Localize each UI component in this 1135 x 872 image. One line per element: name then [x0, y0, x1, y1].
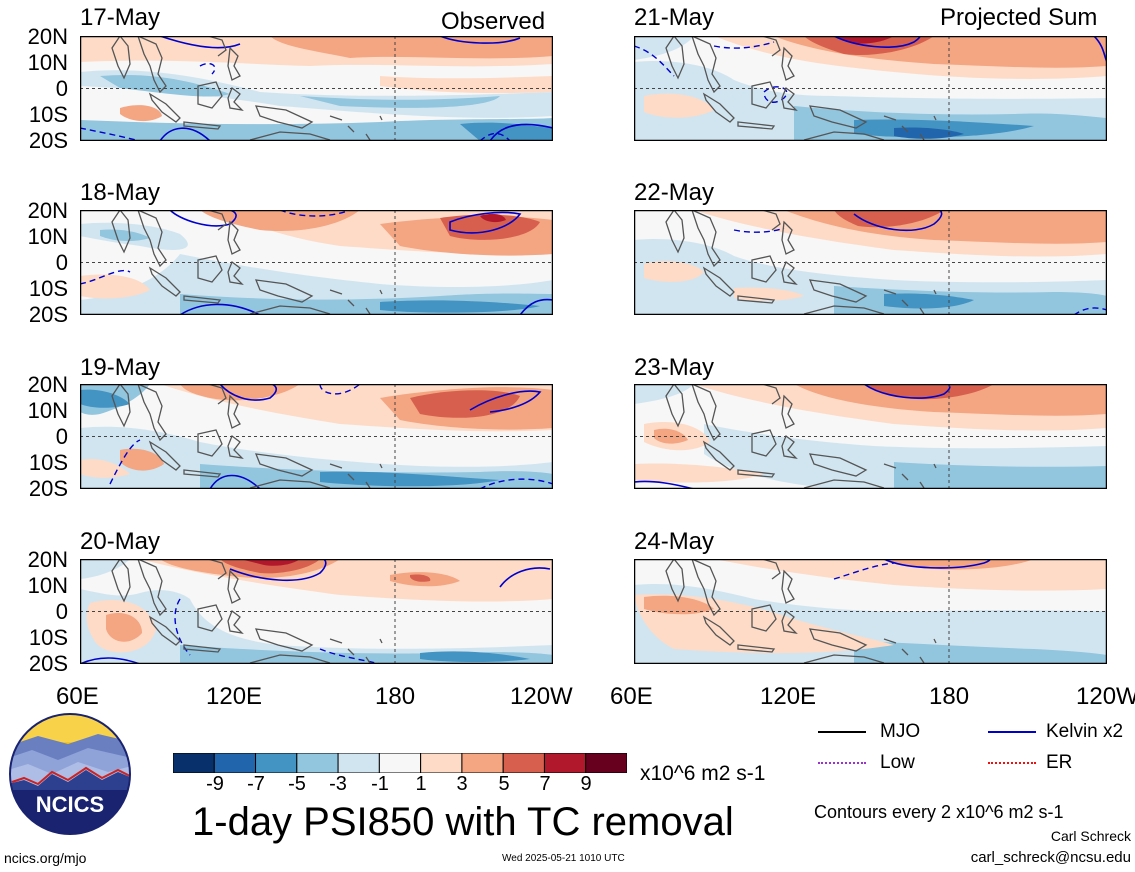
colorbar-box — [213, 753, 257, 773]
legend-line-er — [988, 762, 1036, 764]
map-panel-24may — [634, 559, 1107, 664]
y-tick: 10S — [28, 450, 68, 475]
x-tick: 120W — [510, 683, 573, 710]
y-tick: 20N — [27, 198, 68, 223]
y-tick: 10N — [27, 50, 68, 75]
y-tick: 0 — [55, 424, 68, 449]
colorbar-box — [461, 753, 504, 773]
colorbar-box — [543, 753, 587, 773]
site-link[interactable]: ncics.org/mjo — [4, 850, 87, 866]
colorbar-box — [585, 753, 627, 773]
timestamp: Wed 2025-05-21 1010 UTC — [502, 853, 625, 864]
colorbar-box — [173, 753, 215, 773]
y-tick: 20S — [28, 476, 68, 501]
y-tick: 0 — [55, 599, 68, 624]
y-tick: 10S — [28, 276, 68, 301]
ncics-logo: NCICS — [9, 713, 131, 835]
panel-date-20may: 20-May — [80, 528, 161, 555]
colorbar-label: -7 — [247, 773, 265, 795]
y-tick: 0 — [55, 250, 68, 275]
map-panel-21may — [634, 36, 1107, 141]
map-panel-17may — [80, 36, 553, 141]
legend-label-er: ER — [1046, 752, 1073, 773]
map-panel-20may — [80, 559, 553, 664]
colorbar-box — [378, 753, 422, 773]
y-tick: 0 — [55, 76, 68, 101]
colorbar-label: -1 — [371, 773, 389, 795]
colorbar-box — [420, 753, 463, 773]
colorbar-label: 3 — [456, 773, 468, 795]
y-tick: 20N — [27, 547, 68, 572]
projected-note: Projected Sum — [940, 4, 1098, 31]
legend-label-mjo: MJO — [880, 721, 921, 742]
colorbar-label: -3 — [329, 773, 347, 795]
x-tick: 120E — [760, 683, 817, 710]
contour-note: Contours every 2 x10^6 m2 s-1 — [814, 802, 1064, 822]
y-tick: 10N — [27, 398, 68, 423]
colorbar-label: 5 — [498, 773, 510, 795]
colorbar-box — [255, 753, 298, 773]
y-tick: 20S — [28, 302, 68, 327]
main-title: 1-day PSI850 with TC removal — [192, 800, 734, 844]
panel-date-24may: 24-May — [634, 528, 715, 555]
x-tick: 180 — [375, 683, 416, 710]
legend-line-kelvin — [988, 731, 1036, 733]
x-tick: 60E — [610, 683, 653, 710]
map-panel-22may — [634, 210, 1107, 315]
panel-date-21may: 21-May — [634, 4, 715, 31]
y-tick: 20S — [28, 651, 68, 676]
x-tick: 180 — [929, 683, 970, 710]
panel-date-19may: 19-May — [80, 354, 161, 381]
colorbar-label: 7 — [539, 773, 551, 795]
colorbar — [173, 753, 627, 773]
x-tick: 60E — [56, 683, 99, 710]
colorbar-box — [502, 753, 545, 773]
colorbar-units: x10^6 m2 s-1 — [640, 762, 766, 785]
y-tick: 10S — [28, 102, 68, 127]
y-tick: 20S — [28, 128, 68, 153]
map-panel-23may — [634, 384, 1107, 489]
author-name: Carl Schreck — [1050, 828, 1131, 844]
panel-date-22may: 22-May — [634, 179, 715, 206]
map-panel-19may — [80, 384, 553, 489]
y-tick: 10S — [28, 625, 68, 650]
panel-date-18may: 18-May — [80, 179, 161, 206]
x-tick: 120W — [1076, 685, 1135, 709]
y-tick: 10N — [27, 573, 68, 598]
colorbar-label: 1 — [415, 773, 427, 795]
colorbar-box — [296, 753, 339, 773]
colorbar-label: 9 — [580, 773, 592, 795]
legend-line-low — [818, 762, 866, 764]
legend-label-kelvin: Kelvin x2 — [1046, 721, 1124, 742]
legend-line-mjo — [818, 731, 866, 733]
legend-label-low: Low — [880, 752, 915, 773]
author-email[interactable]: carl_schreck@ncsu.edu — [970, 849, 1131, 866]
colorbar-box — [337, 753, 380, 773]
x-tick: 120E — [206, 683, 263, 710]
colorbar-label: -5 — [288, 773, 306, 795]
colorbar-label: -9 — [206, 773, 224, 795]
y-tick: 20N — [27, 24, 68, 49]
panel-date-17may: 17-May — [80, 4, 161, 31]
map-panel-18may — [80, 210, 553, 315]
observed-note: Observed — [441, 8, 546, 35]
y-tick: 10N — [27, 224, 68, 249]
logo-text: NCICS — [36, 792, 104, 817]
panel-date-23may: 23-May — [634, 354, 715, 381]
y-tick: 20N — [27, 372, 68, 397]
